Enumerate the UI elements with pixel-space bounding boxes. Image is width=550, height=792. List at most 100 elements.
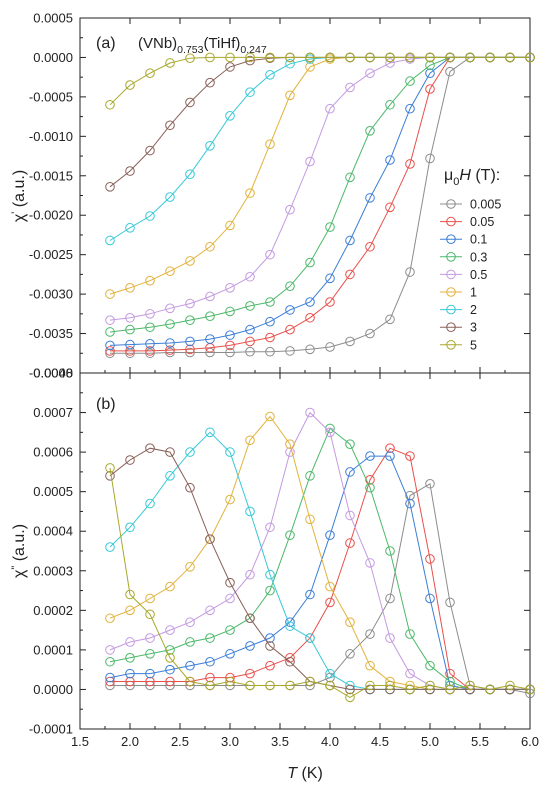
legend-title-units: (T): — [471, 167, 500, 184]
panel-a-compound-title: (VNb)0.753(TiHf)0.247 — [138, 35, 267, 56]
legend-label: 0.5 — [470, 268, 487, 282]
panel-b-y-tick-label: 0.0008 — [33, 366, 73, 381]
data-point — [165, 447, 175, 457]
data-point — [245, 506, 255, 517]
data-point — [265, 585, 275, 596]
data-point — [125, 653, 135, 663]
x-tick-label: 2.5 — [171, 734, 189, 749]
data-point — [105, 348, 115, 359]
data-point — [305, 514, 315, 525]
data-point — [165, 338, 175, 348]
series-line — [110, 447, 530, 690]
data-point — [245, 55, 255, 66]
legend-item: 5 — [440, 338, 477, 352]
data-point — [125, 223, 135, 233]
ylabel-units-b: (a.u.) — [11, 524, 28, 566]
data-point — [405, 267, 415, 277]
data-point — [105, 327, 115, 337]
data-point — [285, 439, 295, 450]
legend-label: 5 — [470, 338, 477, 352]
data-point — [305, 589, 315, 600]
data-point — [265, 139, 275, 150]
data-point — [105, 542, 115, 552]
xlabel-units: (K) — [297, 765, 323, 782]
data-point — [325, 427, 335, 438]
legend-swatch-marker — [446, 269, 456, 280]
panel-b-y-tick-label: 0.0004 — [33, 524, 73, 539]
data-point — [325, 297, 335, 307]
data-point — [125, 522, 135, 533]
data-point — [185, 660, 195, 671]
ylabel-units: (a.u.) — [11, 170, 28, 212]
x-tick-label: 2.0 — [121, 734, 139, 749]
data-point — [165, 192, 175, 202]
data-point — [365, 680, 375, 691]
data-point — [285, 447, 295, 457]
data-point — [245, 680, 255, 691]
data-point — [225, 340, 235, 351]
panel-a-y-tick-label: -0.0040 — [29, 366, 73, 381]
data-point — [385, 593, 395, 604]
data-point — [265, 522, 275, 533]
data-point — [305, 676, 315, 687]
data-point — [365, 126, 375, 136]
data-point — [245, 52, 255, 63]
data-point — [425, 593, 435, 604]
data-point — [425, 660, 435, 671]
data-point — [385, 58, 395, 68]
data-point — [185, 676, 195, 687]
data-point — [445, 597, 455, 608]
data-point — [345, 235, 355, 246]
data-point — [185, 482, 195, 493]
data-point — [125, 589, 135, 600]
data-point — [365, 660, 375, 671]
ylabel-dprime: " — [10, 566, 22, 570]
series-line — [110, 56, 530, 354]
data-point — [445, 668, 455, 679]
data-point — [125, 312, 135, 323]
data-point — [105, 656, 115, 667]
data-point — [205, 291, 215, 302]
data-point — [285, 680, 295, 691]
data-point — [205, 672, 215, 683]
data-point — [185, 298, 195, 309]
x-tick-label: 6.0 — [521, 734, 539, 749]
data-point — [205, 680, 215, 691]
data-point — [145, 676, 155, 687]
data-point — [205, 656, 215, 667]
data-point — [325, 581, 335, 592]
data-point — [125, 676, 135, 687]
data-point — [305, 297, 315, 307]
data-point — [345, 52, 355, 63]
data-point — [145, 322, 155, 333]
data-point — [385, 633, 395, 643]
panel-b: 0.0008 0.0007 0.0006 0.0005 0.0004 0.0003 0.00… — [10, 366, 539, 783]
data-point — [365, 241, 375, 252]
data-point — [285, 52, 295, 63]
legend-item: 0.3 — [440, 250, 487, 264]
data-point — [165, 676, 175, 687]
data-point — [265, 680, 275, 691]
legend-swatch-marker — [446, 322, 456, 333]
panel-a-y-axis: 0.0005 0.0000 -0.0005 -0.0010 -0.0015 -0.0020… — [29, 11, 531, 381]
data-point — [365, 475, 375, 485]
data-point — [305, 407, 315, 418]
data-point — [125, 80, 135, 90]
data-point — [365, 193, 375, 203]
data-point — [285, 305, 295, 315]
data-point — [105, 315, 115, 325]
data-point — [185, 637, 195, 647]
data-point — [185, 53, 195, 64]
data-point — [225, 625, 235, 635]
data-point — [345, 692, 355, 703]
data-point — [205, 52, 215, 63]
data-point — [125, 637, 135, 647]
data-point — [405, 451, 415, 461]
data-point — [125, 668, 135, 679]
data-point — [425, 68, 435, 79]
data-point — [145, 339, 155, 349]
data-point — [205, 605, 215, 616]
data-point — [425, 554, 435, 564]
data-point — [245, 641, 255, 651]
